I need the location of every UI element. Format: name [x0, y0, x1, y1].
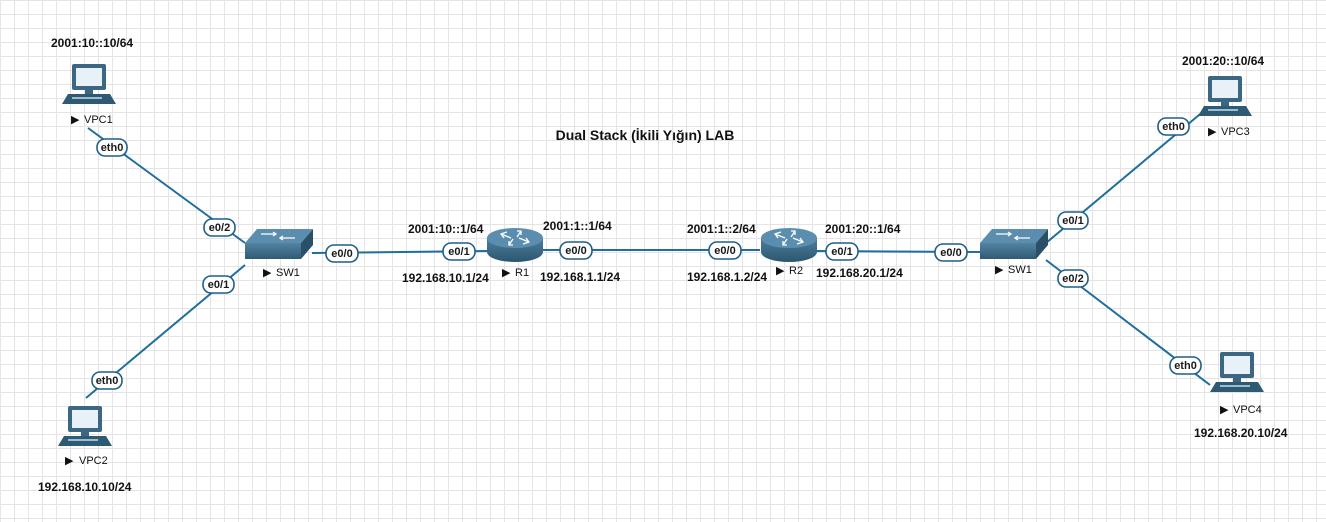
play-icon: ▶ — [1208, 126, 1217, 138]
port-r2-e0-1[interactable]: e0/1 — [825, 242, 859, 261]
vpc2-name: VPC2 — [79, 455, 108, 467]
port-sw1-right-e0-2[interactable]: e0/2 — [1057, 269, 1089, 288]
port-label: e0/1 — [831, 246, 852, 258]
vpc2-node[interactable]: ▶ VPC2 192.168.10.10/24 — [38, 406, 132, 494]
play-icon: ▶ — [1220, 404, 1229, 416]
r1-e00-ipv6: 2001:1::1/64 — [543, 219, 612, 233]
port-label: eth0 — [1162, 121, 1185, 133]
r1-e00-ipv4: 192.168.1.1/24 — [540, 270, 620, 284]
pc-icon — [62, 64, 116, 104]
router-icon — [761, 228, 817, 262]
play-icon: ▶ — [995, 264, 1004, 276]
play-icon: ▶ — [776, 265, 785, 277]
r2-name: R2 — [789, 265, 803, 277]
router-icon — [487, 228, 543, 262]
port-sw1-right-e0-0[interactable]: e0/0 — [934, 243, 968, 262]
vpc4-node[interactable]: ▶ VPC4 192.168.20.10/24 — [1194, 352, 1288, 440]
port-label: e0/0 — [331, 248, 352, 260]
switch-icon — [980, 229, 1048, 259]
play-icon: ▶ — [71, 114, 80, 126]
vpc4-name: VPC4 — [1233, 404, 1262, 416]
r2-e00-ipv6: 2001:1::2/64 — [687, 222, 756, 236]
vpc3-ipv6: 2001:20::10/64 — [1182, 54, 1264, 68]
port-label: e0/0 — [714, 245, 735, 257]
port-label: e0/0 — [940, 247, 961, 259]
vpc1-ipv6: 2001:10::10/64 — [51, 36, 133, 50]
r2-e01-ipv6: 2001:20::1/64 — [825, 222, 901, 236]
diagram-title: Dual Stack (İkili Yığın) LAB — [556, 127, 735, 143]
r2-e00-ipv4: 192.168.1.2/24 — [687, 270, 767, 284]
pc-icon — [1210, 352, 1264, 392]
port-vpc3-eth0[interactable]: eth0 — [1157, 117, 1190, 136]
r1-e01-ipv4: 192.168.10.1/24 — [402, 271, 489, 285]
sw1-right-node[interactable]: ▶ SW1 — [980, 229, 1048, 276]
sw1-left-name: SW1 — [276, 267, 300, 279]
port-label: e0/2 — [1062, 273, 1083, 285]
port-r1-e0-1[interactable]: e0/1 — [442, 242, 476, 261]
port-r1-e0-0[interactable]: e0/0 — [559, 241, 593, 260]
port-vpc4-eth0[interactable]: eth0 — [1169, 356, 1202, 375]
vpc3-name: VPC3 — [1221, 126, 1250, 138]
r1-node[interactable]: ▶ R1 2001:10::1/64 192.168.10.1/24 2001:… — [402, 219, 620, 285]
sw1-right-name: SW1 — [1008, 264, 1032, 276]
r1-e01-ipv6: 2001:10::1/64 — [408, 222, 484, 236]
switch-icon — [245, 229, 313, 259]
port-sw1-e0-0[interactable]: e0/0 — [325, 244, 359, 263]
port-label: eth0 — [96, 375, 119, 387]
vpc1-name: VPC1 — [84, 114, 113, 126]
port-vpc1-eth0[interactable]: eth0 — [96, 138, 128, 157]
sw1-left-node[interactable]: ▶ SW1 — [245, 229, 313, 279]
port-label: e0/1 — [448, 246, 469, 258]
play-icon: ▶ — [263, 267, 272, 279]
port-sw1-e0-2[interactable]: e0/2 — [203, 218, 236, 237]
play-icon: ▶ — [65, 455, 74, 467]
vpc1-node[interactable]: 2001:10::10/64 ▶ VPC1 — [51, 36, 133, 126]
port-r2-e0-0[interactable]: e0/0 — [708, 241, 742, 260]
port-label: eth0 — [101, 142, 124, 154]
play-icon: ▶ — [502, 267, 511, 279]
port-label: e0/1 — [1062, 215, 1083, 227]
r2-node[interactable]: ▶ R2 2001:1::2/64 192.168.1.2/24 2001:20… — [687, 222, 903, 284]
port-label: e0/2 — [209, 222, 230, 234]
port-sw1-right-e0-1[interactable]: e0/1 — [1057, 211, 1089, 230]
r2-e01-ipv4: 192.168.20.1/24 — [816, 266, 903, 280]
port-label: eth0 — [1174, 360, 1197, 372]
pc-icon — [1198, 76, 1252, 116]
port-sw1-e0-1[interactable]: e0/1 — [202, 275, 235, 294]
pc-icon — [58, 406, 112, 446]
vpc4-ipv4: 192.168.20.10/24 — [1194, 426, 1288, 440]
port-label: e0/0 — [565, 245, 586, 257]
vpc2-ipv4: 192.168.10.10/24 — [38, 480, 132, 494]
port-vpc2-eth0[interactable]: eth0 — [91, 371, 123, 390]
vpc3-node[interactable]: 2001:20::10/64 ▶ VPC3 — [1182, 54, 1264, 138]
port-label: e0/1 — [208, 279, 229, 291]
r1-name: R1 — [515, 267, 529, 279]
